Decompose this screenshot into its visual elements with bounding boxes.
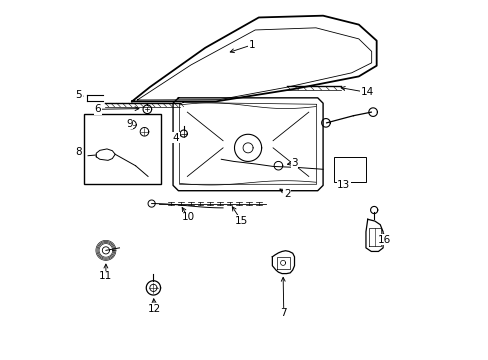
Text: 16: 16 (377, 235, 390, 245)
Text: 1: 1 (248, 40, 254, 50)
Text: 15: 15 (235, 216, 248, 226)
Bar (84, 114, 161, 184)
Text: 3: 3 (290, 158, 297, 168)
Text: 10: 10 (181, 212, 194, 222)
Text: 5: 5 (75, 90, 82, 100)
Bar (333, 157, 365, 182)
Text: 14: 14 (360, 87, 374, 98)
Text: 9: 9 (126, 118, 133, 129)
Text: 13: 13 (337, 180, 350, 190)
Text: 6: 6 (95, 104, 101, 114)
Text: 7: 7 (280, 308, 286, 318)
Text: 2: 2 (284, 189, 290, 199)
Text: 4: 4 (172, 133, 179, 143)
Text: 12: 12 (147, 303, 161, 314)
Text: 8: 8 (75, 147, 82, 157)
Text: 11: 11 (99, 271, 112, 282)
